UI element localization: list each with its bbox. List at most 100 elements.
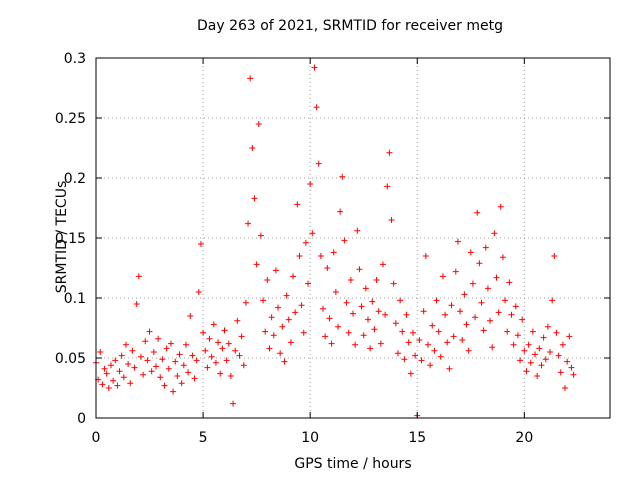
data-point bbox=[409, 329, 416, 336]
data-point bbox=[405, 339, 412, 346]
data-point bbox=[266, 345, 273, 352]
data-point bbox=[506, 279, 513, 286]
data-point bbox=[345, 329, 352, 336]
data-point bbox=[339, 173, 346, 180]
data-point bbox=[307, 181, 314, 187]
data-point bbox=[180, 362, 187, 369]
data-point bbox=[534, 373, 541, 379]
data-point bbox=[127, 380, 134, 387]
data-point bbox=[352, 341, 359, 348]
data-point bbox=[403, 311, 410, 318]
data-point bbox=[478, 299, 485, 306]
data-point bbox=[300, 329, 307, 336]
data-point bbox=[309, 230, 316, 237]
data-point bbox=[570, 371, 577, 378]
chart-title: Day 263 of 2021, SRMTID for receiver met… bbox=[196, 18, 504, 34]
data-point bbox=[337, 208, 344, 215]
data-point bbox=[122, 341, 129, 348]
data-point bbox=[476, 260, 483, 267]
data-point bbox=[399, 328, 406, 335]
data-point bbox=[424, 341, 431, 348]
data-point bbox=[245, 220, 252, 227]
grid-lines bbox=[96, 58, 610, 418]
data-point bbox=[238, 333, 245, 340]
data-point bbox=[465, 347, 472, 354]
data-point bbox=[247, 75, 254, 82]
data-point bbox=[553, 329, 560, 336]
data-point bbox=[538, 362, 545, 369]
data-point bbox=[320, 305, 327, 312]
data-point bbox=[525, 341, 532, 348]
data-point bbox=[397, 297, 404, 304]
data-point bbox=[219, 345, 226, 352]
data-point bbox=[356, 266, 363, 273]
data-point bbox=[454, 238, 461, 245]
data-point bbox=[202, 347, 209, 354]
data-point bbox=[437, 353, 444, 360]
x-tick-label: 10 bbox=[301, 430, 319, 446]
data-point bbox=[197, 241, 204, 247]
data-point bbox=[242, 299, 249, 306]
data-point bbox=[450, 333, 457, 340]
data-point bbox=[536, 345, 543, 352]
data-point bbox=[217, 370, 224, 377]
data-point bbox=[140, 371, 147, 378]
data-point bbox=[324, 265, 331, 271]
data-point bbox=[508, 311, 515, 318]
data-point bbox=[99, 381, 106, 388]
data-point bbox=[502, 297, 509, 304]
data-point bbox=[433, 297, 440, 304]
data-point bbox=[504, 328, 511, 335]
data-point bbox=[514, 332, 521, 339]
data-points bbox=[93, 64, 577, 419]
data-point bbox=[255, 121, 262, 127]
data-point bbox=[401, 356, 408, 363]
data-point bbox=[116, 368, 123, 375]
y-tick-label: 0.1 bbox=[64, 291, 86, 307]
y-tick-label: 0.15 bbox=[55, 231, 86, 247]
data-point bbox=[527, 359, 534, 366]
data-point bbox=[446, 365, 453, 372]
data-point bbox=[97, 349, 104, 355]
data-point bbox=[105, 385, 112, 391]
data-point bbox=[540, 334, 547, 341]
data-point bbox=[236, 352, 243, 359]
data-point bbox=[260, 297, 267, 304]
data-point bbox=[568, 364, 575, 371]
data-point bbox=[467, 249, 474, 256]
data-point bbox=[472, 314, 479, 321]
data-point bbox=[354, 227, 361, 234]
data-point bbox=[373, 277, 380, 283]
data-point bbox=[159, 356, 166, 363]
data-point bbox=[418, 357, 425, 364]
data-point bbox=[103, 370, 110, 377]
x-tick-label: 0 bbox=[92, 430, 101, 446]
data-point bbox=[200, 329, 207, 336]
data-point bbox=[163, 345, 170, 352]
data-point bbox=[227, 373, 234, 379]
data-point bbox=[182, 341, 189, 348]
data-point bbox=[215, 339, 222, 346]
data-point bbox=[268, 314, 275, 321]
data-point bbox=[146, 328, 153, 335]
data-point bbox=[364, 316, 371, 323]
data-point bbox=[170, 388, 177, 395]
data-point bbox=[187, 313, 194, 319]
data-point bbox=[249, 145, 256, 151]
data-point bbox=[510, 341, 517, 348]
data-point bbox=[332, 289, 339, 295]
data-point bbox=[210, 321, 217, 328]
data-point bbox=[257, 232, 264, 239]
data-point bbox=[313, 104, 320, 111]
data-point bbox=[161, 382, 168, 389]
data-point bbox=[497, 203, 504, 210]
data-point bbox=[275, 304, 282, 311]
data-point bbox=[480, 327, 487, 334]
data-point bbox=[529, 328, 536, 335]
data-point bbox=[388, 217, 395, 223]
data-point bbox=[150, 349, 157, 355]
data-point bbox=[195, 289, 202, 295]
data-point bbox=[253, 261, 260, 268]
data-point bbox=[566, 333, 573, 340]
data-point bbox=[302, 239, 309, 246]
